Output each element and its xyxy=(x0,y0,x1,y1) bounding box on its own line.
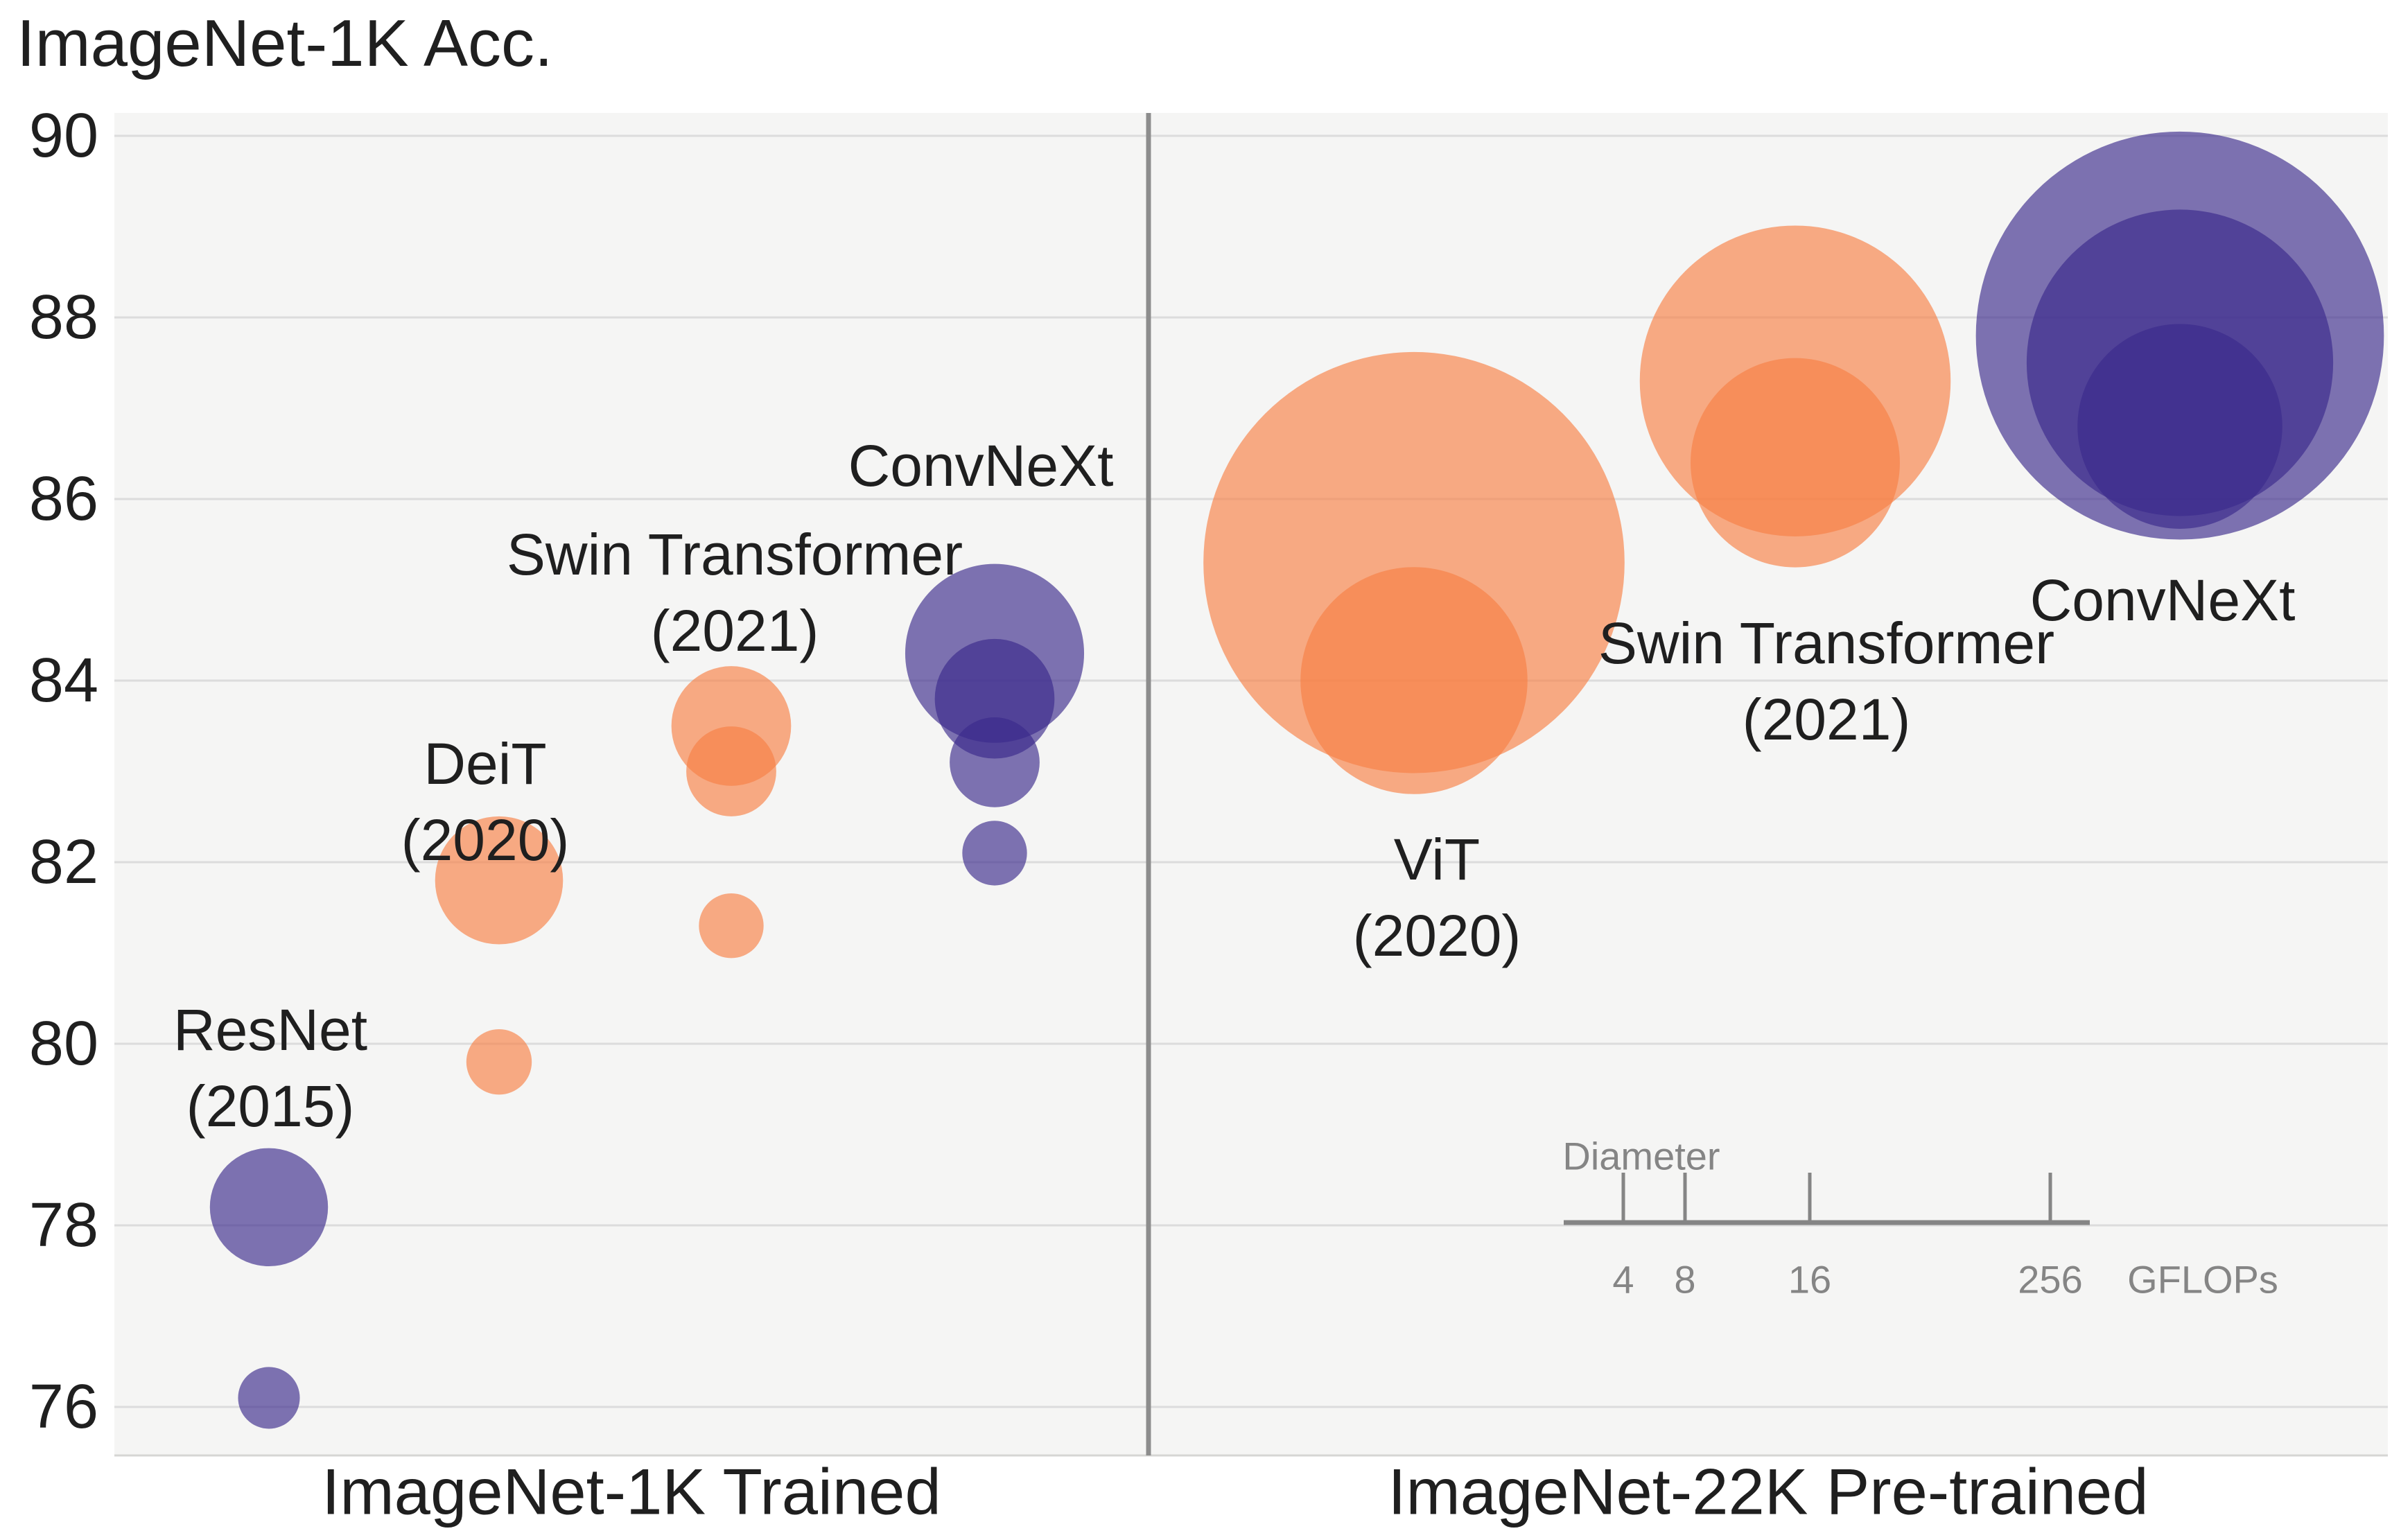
x-axis-label-imagenet-1k-trained: ImageNet-1K Trained xyxy=(322,1455,941,1528)
bubble-convnext-86.8 xyxy=(2077,324,2282,529)
y-tick-label-80: 80 xyxy=(29,1009,98,1078)
legend-unit-label: GFLOPs xyxy=(2127,1258,2278,1302)
series-label-resnet-2015: ResNet (2015) xyxy=(173,997,367,1139)
series-swin-transformer-2021 xyxy=(671,666,792,959)
series-convnext xyxy=(1975,131,2384,540)
y-tick-label-84: 84 xyxy=(29,646,98,715)
series-deit-2020 xyxy=(435,816,564,1095)
series-label-convnext: ConvNeXt xyxy=(2030,568,2296,633)
y-tick-label-86: 86 xyxy=(29,464,98,534)
bubble-swin-transformer-2021-83 xyxy=(686,726,776,816)
series-label-deit-2020: DeiT (2020) xyxy=(401,731,570,873)
series-swin-transformer-2021 xyxy=(1639,225,1951,568)
bubble-vit-2020-84 xyxy=(1300,567,1528,794)
y-axis-title: ImageNet-1K Acc. xyxy=(17,6,553,80)
series-label-convnext: ConvNeXt xyxy=(848,433,1114,498)
bubble-resnet-2015-76.1 xyxy=(238,1367,300,1429)
bubble-convnext-82.1 xyxy=(962,821,1027,886)
x-axis-label-imagenet-22k-pre-trained: ImageNet-22K Pre-trained xyxy=(1388,1455,2148,1528)
y-tick-label-76: 76 xyxy=(29,1372,98,1442)
series-convnext xyxy=(905,563,1085,886)
series-resnet-2015 xyxy=(209,1148,329,1429)
y-tick-label-78: 78 xyxy=(29,1191,98,1260)
bubble-deit-2020-81.8 xyxy=(435,816,564,945)
bubble-swin-transformer-2021-86.4 xyxy=(1691,358,1900,568)
y-tick-label-88: 88 xyxy=(29,283,98,352)
series-label-swin-transformer-2021: Swin Transformer (2021) xyxy=(1598,611,2054,752)
series-vit-2020 xyxy=(1203,351,1625,794)
legend-tick-label-16: 16 xyxy=(1788,1258,1831,1302)
bubble-deit-2020-79.8 xyxy=(466,1029,532,1095)
legend-tick-label-8: 8 xyxy=(1674,1258,1695,1302)
legend-tick-label-4: 4 xyxy=(1612,1258,1634,1302)
bubble-convnext-83.1 xyxy=(950,717,1040,807)
series-label-swin-transformer-2021: Swin Transformer (2021) xyxy=(507,522,963,663)
bubble-convnext-83.8 xyxy=(934,638,1055,759)
y-tick-label-82: 82 xyxy=(29,828,98,897)
bubble-swin-transformer-2021-81.3 xyxy=(699,893,764,959)
series-label-vit-2020: ViT (2020) xyxy=(1353,827,1521,968)
y-tick-label-90: 90 xyxy=(29,101,98,170)
legend-tick-label-256: 256 xyxy=(2018,1258,2082,1302)
legend-title: Diameter xyxy=(1562,1135,1720,1178)
bubble-resnet-2015-78.2 xyxy=(209,1148,329,1267)
